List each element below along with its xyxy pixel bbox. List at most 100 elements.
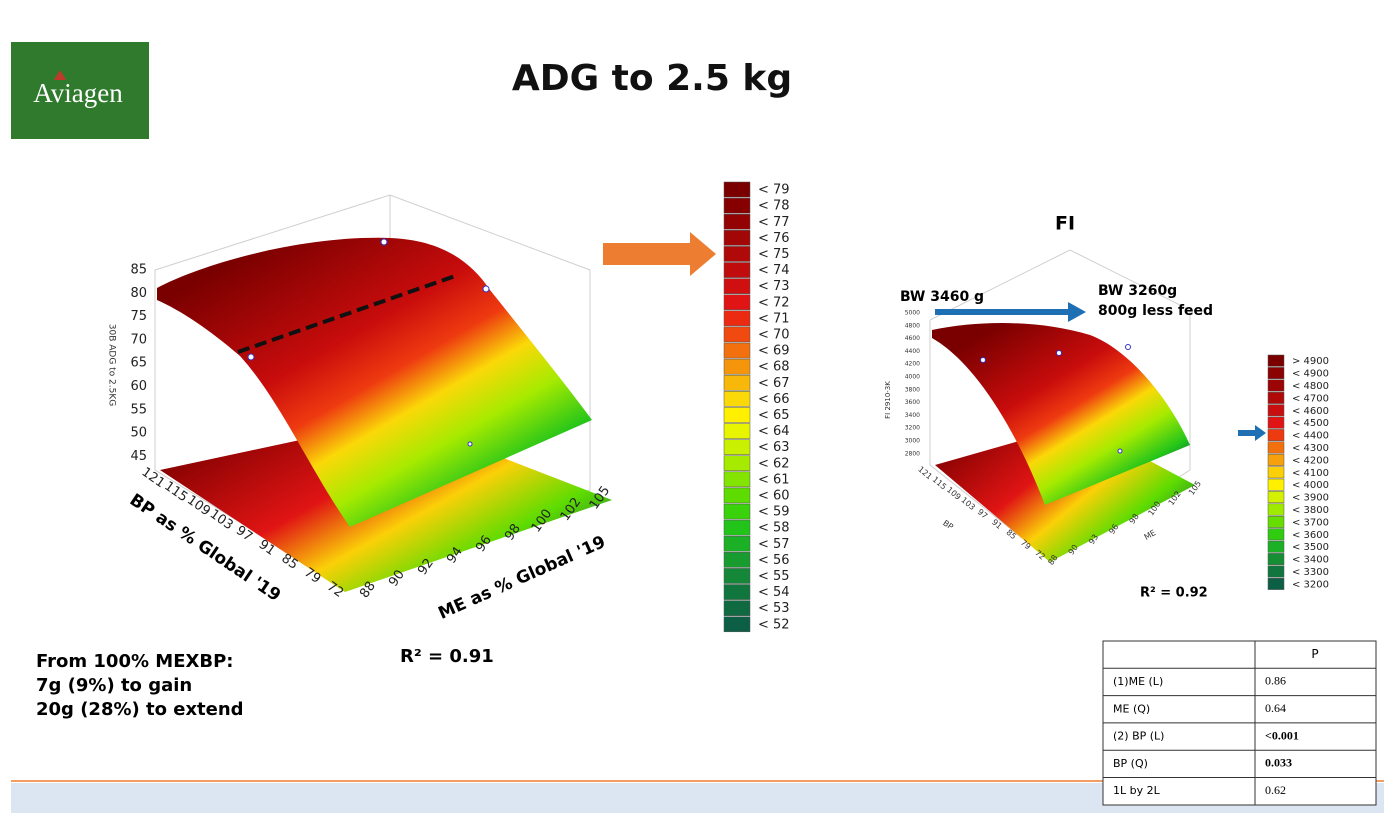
- table-cell: BP (Q): [1113, 757, 1148, 770]
- legend-label: < 79: [758, 183, 790, 198]
- legend-swatch: [723, 342, 751, 359]
- arrow: [935, 302, 1086, 322]
- legend-label: < 74: [758, 263, 790, 278]
- legend-swatch: [723, 455, 751, 472]
- bp-tick-label: 109: [945, 485, 962, 502]
- legend-swatch: [723, 391, 751, 407]
- lower-surface: [160, 440, 612, 592]
- arrow: [603, 232, 716, 276]
- z-tick-label: 3000: [905, 438, 920, 445]
- legend-label: < 4600: [1292, 406, 1329, 417]
- legend-label: < 65: [758, 408, 790, 423]
- z-tick-label: 75: [130, 309, 147, 324]
- note: From 100% MEXBP:: [36, 651, 233, 672]
- legend-label: > 4900: [1292, 356, 1329, 367]
- legend-swatch: [723, 374, 751, 391]
- legend-label: < 3900: [1292, 493, 1329, 504]
- legend-label: < 4500: [1292, 418, 1329, 429]
- legend-label: < 75: [758, 247, 790, 262]
- bp-tick-label: 97: [976, 507, 990, 520]
- legend-label: < 64: [758, 424, 790, 439]
- p-value-table: P (1)ME (L) 0.86 ME (Q) 0.64 (2) BP (L) <0.001…: [1102, 640, 1377, 806]
- legend-label: < 53: [758, 601, 790, 616]
- legend-swatch: [723, 197, 751, 214]
- table-cell: (2) BP (L): [1113, 730, 1164, 743]
- legend-label: < 70: [758, 327, 790, 342]
- z-tick-label: 85: [130, 263, 147, 278]
- z-tick-label: 55: [130, 402, 147, 417]
- legend-swatch: [723, 487, 751, 504]
- left-surface-plot: 30B ADG to 2.5KG BP as % Global '19 ME a…: [107, 194, 612, 624]
- z-axis-label: 30B ADG to 2.5KG: [107, 324, 117, 407]
- z-tick-label: 70: [130, 332, 147, 347]
- legend-label: < 4200: [1292, 455, 1329, 466]
- point: [1056, 350, 1062, 356]
- legend-swatch: [723, 503, 751, 520]
- point: [482, 285, 490, 293]
- r-squared: R² = 0.92: [1140, 586, 1208, 601]
- logo-text: Aviagen: [33, 78, 123, 108]
- legend-label: < 61: [758, 472, 790, 487]
- table-cell: 0.64: [1265, 701, 1286, 715]
- plot-box: [929, 249, 1191, 561]
- point: [467, 441, 473, 447]
- legend-swatch: [723, 262, 751, 278]
- legend-swatch: [1267, 565, 1285, 578]
- legend-swatch: [1267, 441, 1285, 454]
- z-tick-label: 65: [130, 356, 147, 371]
- z-tick-label: 45: [130, 449, 147, 464]
- bp-tick-label: 121: [916, 465, 933, 482]
- legend-swatch: [723, 278, 751, 294]
- arrow: [1238, 425, 1266, 441]
- z-axis-label: FI 2910-3K: [884, 381, 892, 419]
- legend-swatch: [723, 230, 751, 246]
- legend-label: < 77: [758, 215, 790, 230]
- legend-swatch: [723, 535, 751, 552]
- legend-swatch: [1267, 391, 1285, 404]
- z-tick-label: 4800: [905, 322, 920, 329]
- legend-label: < 58: [758, 521, 790, 536]
- legend-label: < 78: [758, 199, 790, 214]
- z-tick-label: 80: [130, 286, 147, 301]
- point: [380, 238, 388, 246]
- upper-surface: [157, 237, 592, 527]
- legend-label: < 52: [758, 617, 790, 632]
- bp-axis-label: BP: [941, 518, 955, 531]
- z-tick-label: 4400: [905, 348, 920, 355]
- legend-swatch: [723, 471, 751, 488]
- legend-swatch: [723, 358, 751, 375]
- legend-swatch: [723, 213, 751, 230]
- legend-label: < 54: [758, 585, 790, 600]
- legend-label: < 68: [758, 360, 790, 375]
- z-tick-label: 3200: [905, 425, 920, 432]
- legend-swatch: [723, 616, 751, 633]
- r-squared: R² = 0.91: [400, 646, 494, 667]
- right-plot-title: FI: [1055, 213, 1075, 235]
- legend-label: < 4000: [1292, 480, 1329, 491]
- legend-swatch: [723, 181, 751, 198]
- legend-label: < 4300: [1292, 443, 1329, 454]
- z-tick-label: 50: [130, 426, 147, 441]
- legend-label: < 57: [758, 537, 790, 552]
- slide-title: ADG to 2.5 kg: [512, 58, 792, 99]
- legend-swatch: [1267, 379, 1285, 392]
- table-cell: <0.001: [1265, 728, 1299, 742]
- legend-swatch: [723, 310, 751, 327]
- legend-label: < 62: [758, 456, 790, 471]
- dashed-line: [237, 273, 459, 354]
- table-cell: ME (Q): [1113, 702, 1150, 715]
- legend-swatch: [1267, 429, 1285, 442]
- legend-label: < 3600: [1292, 530, 1329, 541]
- legend-swatch: [1267, 540, 1285, 553]
- legend-swatch: [1267, 404, 1285, 417]
- table-cell: 0.62: [1265, 783, 1286, 797]
- legend-label: < 3400: [1292, 555, 1329, 566]
- z-tick-label: 3400: [905, 412, 920, 419]
- legend-label: < 4800: [1292, 381, 1329, 392]
- legend-label: < 3300: [1292, 567, 1329, 578]
- z-tick-label: 4000: [905, 374, 920, 381]
- legend-swatch: [723, 423, 751, 439]
- legend-swatch: [1267, 553, 1285, 566]
